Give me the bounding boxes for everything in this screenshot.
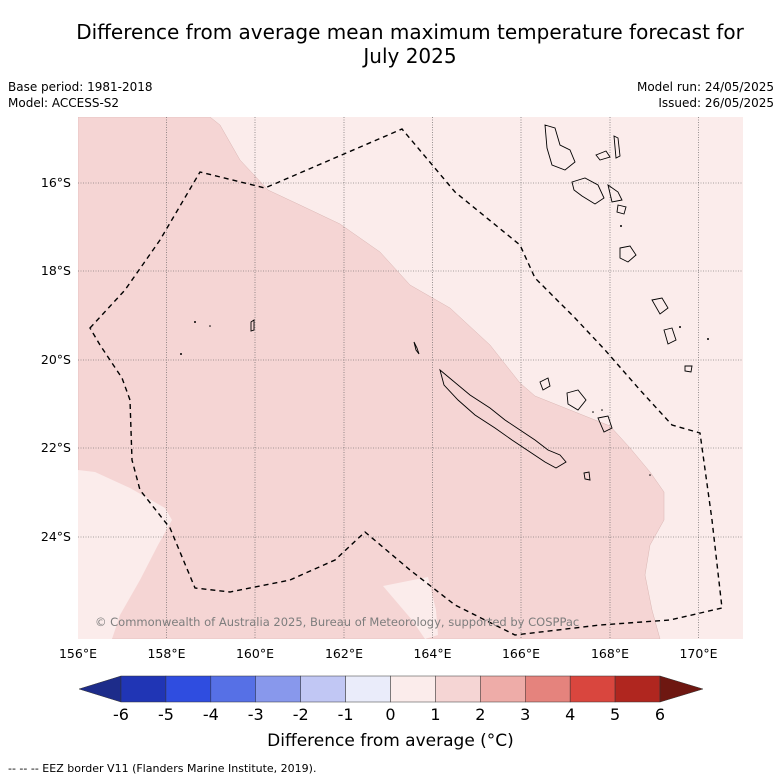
model-label: Model: ACCESS-S2 xyxy=(8,96,120,110)
vanuatu-malekula xyxy=(571,177,605,205)
lat-labels: 16°S 18°S 20°S 22°S 24°S xyxy=(41,175,71,544)
model-run-label: Model run: 24/05/2025 xyxy=(636,80,774,94)
colorbar-segment xyxy=(614,675,661,703)
colorbar-segment xyxy=(300,675,346,703)
issued-label: Issued: 26/05/2025 xyxy=(658,96,774,110)
land-outlines xyxy=(250,124,693,481)
colorbar-tick-label: 6 xyxy=(655,705,665,724)
colorbar-extend-low xyxy=(78,675,122,703)
vanuatu-tanna xyxy=(663,327,677,345)
colorbar-tick-label: 3 xyxy=(520,705,530,724)
belep-islands xyxy=(413,341,420,355)
lon-label-170e: 170°E xyxy=(679,646,717,661)
vanuatu-efate xyxy=(619,245,637,263)
colorbar-tick-label: 1 xyxy=(430,705,440,724)
vanuatu-espiritu-santo xyxy=(544,124,576,171)
colorbar-segment xyxy=(525,675,571,703)
lat-label-22s: 22°S xyxy=(41,440,71,455)
colorbar-segment xyxy=(435,675,481,703)
loyalty-island-mare xyxy=(597,415,613,433)
small-islets xyxy=(180,225,709,476)
colorbar-tick-labels: -6 -5 -4 -3 -2 -1 0 1 2 3 4 5 6 xyxy=(113,705,665,724)
vanuatu-erromango xyxy=(651,297,669,315)
lat-label-20s: 20°S xyxy=(41,352,71,367)
chart-title-line2: July 2025 xyxy=(363,44,457,68)
colorbar-tick-label: -3 xyxy=(248,705,264,724)
colorbar-tick-label: -5 xyxy=(158,705,174,724)
hunter-island xyxy=(583,471,591,481)
colorbar-extend-high xyxy=(659,675,704,703)
colorbar-segment xyxy=(165,675,212,703)
copyright-notice: © Commonwealth of Australia 2025, Bureau… xyxy=(95,615,579,629)
lon-label-164e: 164°E xyxy=(413,646,451,661)
lon-label-166e: 166°E xyxy=(502,646,540,661)
colorbar-tick-label: -2 xyxy=(293,705,309,724)
colorbar-segment xyxy=(345,675,391,703)
vanuatu-epi xyxy=(616,204,627,215)
vanuatu-pentecost xyxy=(607,183,623,203)
colorbar-tick-label: -4 xyxy=(203,705,219,724)
lat-label-24s: 24°S xyxy=(41,529,71,544)
anomaly-region-0-1-southwest xyxy=(78,470,172,639)
lon-label-156e: 156°E xyxy=(59,646,97,661)
vanuatu-ambae xyxy=(595,150,611,161)
chart-title-line1: Difference from average mean maximum tem… xyxy=(76,20,744,44)
lat-label-16s: 16°S xyxy=(41,175,71,190)
colorbar-title: Difference from average (°C) xyxy=(267,731,514,751)
colorbar-segment xyxy=(569,675,616,703)
lat-label-18s: 18°S xyxy=(41,263,71,278)
colorbar-tick-label: 2 xyxy=(475,705,485,724)
colorbar-segment xyxy=(210,675,256,703)
map-area xyxy=(78,117,743,639)
lon-label-160e: 160°E xyxy=(236,646,274,661)
colorbar-segment xyxy=(390,675,436,703)
colorbar-segment xyxy=(120,675,167,703)
eez-footnote: -- -- -- EEZ border V11 (Flanders Marine… xyxy=(8,762,317,775)
anomaly-region-1-2 xyxy=(78,117,665,639)
base-period-label: Base period: 1981-2018 xyxy=(8,80,153,94)
lon-label-158e: 158°E xyxy=(147,646,185,661)
colorbar-tick-label: -6 xyxy=(113,705,129,724)
vanuatu-aneityum xyxy=(684,365,693,373)
colorbar-tick-label: 4 xyxy=(565,705,575,724)
colorbar-segment xyxy=(480,675,526,703)
colorbar-segment xyxy=(255,675,301,703)
new-caledonia-island xyxy=(439,368,567,469)
colorbar-tick-label: -1 xyxy=(338,705,354,724)
colorbar xyxy=(78,675,704,703)
colorbar-tick-label: 0 xyxy=(385,705,395,724)
lon-label-168e: 168°E xyxy=(591,646,629,661)
lon-labels: 156°E 158°E 160°E 162°E 164°E 166°E 168°… xyxy=(59,646,718,661)
eez-border xyxy=(89,128,723,636)
anomaly-region-0-1-south xyxy=(383,577,438,639)
loyalty-island-lifou xyxy=(566,389,587,411)
graticule xyxy=(78,117,743,639)
lon-label-162e: 162°E xyxy=(325,646,363,661)
chesterfield-island xyxy=(250,319,255,332)
colorbar-tick-label: 5 xyxy=(610,705,620,724)
loyalty-island-ouvea xyxy=(539,377,551,391)
vanuatu-maewo xyxy=(613,135,621,159)
